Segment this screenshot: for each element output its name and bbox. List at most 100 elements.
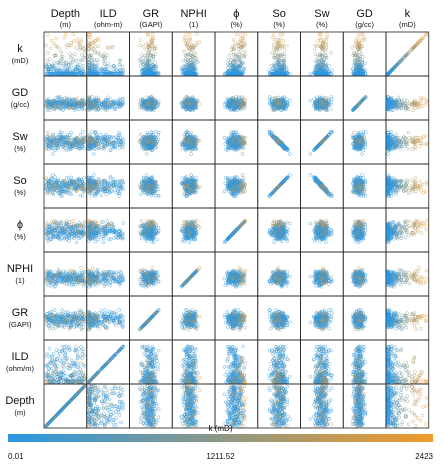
scatter-point	[68, 60, 73, 65]
column-headers: Depth (m) ILD (ohm-m) GR (GAPI) NPHI (1)…	[51, 8, 417, 29]
scatter-point	[138, 64, 143, 68]
scatter-point	[153, 52, 158, 56]
scatter-point	[65, 67, 70, 72]
scatter-point	[54, 63, 59, 68]
scatter-point	[57, 47, 61, 51]
scatter-point	[69, 41, 73, 45]
scatter-point	[62, 35, 67, 40]
scatter-point	[58, 68, 62, 72]
scatter-point	[313, 47, 317, 52]
scatter-point	[138, 43, 142, 48]
scatter-point	[65, 45, 69, 49]
row-header-sw: Sw	[12, 131, 27, 143]
scatter-point	[71, 32, 75, 37]
scatter-point	[78, 47, 82, 52]
scatter-point	[78, 133, 83, 137]
scatter-point	[96, 44, 101, 48]
col-unit-so: (%)	[273, 20, 285, 29]
scatter-point	[57, 62, 62, 66]
scatter-point	[46, 130, 50, 135]
scatter-point	[52, 41, 56, 46]
row-unit-nphi: (1)	[15, 276, 25, 285]
scatter-point	[46, 51, 50, 55]
scatter-point	[60, 57, 64, 61]
scatter-point	[118, 58, 123, 62]
scatter-point	[272, 43, 276, 47]
scatter-point	[360, 38, 365, 42]
scatter-point	[60, 130, 64, 135]
panel-GD-vs-GD	[342, 75, 387, 121]
scatter-point	[327, 64, 331, 68]
scatter-point	[285, 43, 289, 48]
col-header-ild: ILD	[100, 8, 117, 20]
scatter-point	[70, 54, 74, 58]
scatter-point	[312, 97, 316, 101]
scatter-point	[80, 68, 85, 73]
panel-k-vs-GD	[342, 31, 387, 77]
panel-k-vs-Sw	[300, 31, 344, 77]
scatter-point	[351, 46, 355, 50]
scatter-point	[45, 71, 49, 76]
scatter-point	[52, 60, 56, 65]
panel-k-vs-k	[385, 31, 430, 77]
panel-GD-vs-GR	[129, 75, 173, 121]
scatter-point	[80, 53, 84, 57]
panel-Sw-vs-ILD	[86, 119, 130, 165]
scatter-point	[64, 60, 68, 65]
row-headers: k (mD) GD (g/cc) Sw (%) So (%) ϕ (%) NPH…	[5, 43, 34, 417]
row-unit-depth: (m)	[14, 408, 26, 417]
row-unit-ild: (ohm/m)	[6, 364, 34, 373]
scatter-point	[60, 54, 65, 59]
scatter-point	[239, 33, 243, 37]
scatter-point	[234, 32, 239, 37]
scatter-point	[44, 43, 48, 48]
col-header-nphi: NPHI	[180, 8, 206, 20]
col-header-depth: Depth	[51, 8, 80, 20]
scatter-point	[49, 38, 54, 43]
scatter-point	[54, 36, 58, 41]
scatter-point	[141, 55, 146, 60]
col-unit-gr: (GAPI)	[139, 20, 162, 29]
scatter-point	[82, 55, 87, 60]
scatter-point	[92, 152, 96, 156]
scatter-point	[63, 32, 68, 37]
scatter-point	[138, 38, 143, 42]
col-unit-sw: (%)	[316, 20, 328, 29]
scatter-point	[95, 60, 100, 64]
scatter-point	[83, 53, 87, 58]
scatter-point	[48, 46, 53, 50]
scatter-point	[48, 57, 52, 61]
row-unit-gd: (g/cc)	[11, 100, 30, 109]
scatter-point	[313, 52, 318, 56]
scatter-point	[117, 130, 121, 135]
scatter-point	[120, 64, 125, 69]
scatter-point	[82, 47, 86, 52]
scatter-point	[75, 38, 80, 42]
scatter-point	[100, 68, 104, 73]
scatter-point	[73, 52, 77, 56]
scatter-point	[411, 108, 415, 112]
scatter-point	[54, 44, 58, 48]
scatter-point	[308, 98, 313, 103]
scatter-point	[150, 44, 155, 48]
panel-frame	[214, 75, 259, 121]
scatter-point	[182, 49, 186, 54]
scatter-point	[75, 96, 80, 100]
scatter-point	[313, 43, 318, 48]
scatter-point	[316, 39, 320, 43]
scatter-point	[112, 107, 117, 112]
scatter-point	[105, 53, 110, 57]
panel-k-vs-NPHI	[171, 31, 216, 77]
scatter-point	[424, 98, 429, 102]
scatter-point	[51, 152, 55, 156]
col-header-gd: GD	[356, 8, 373, 20]
scatter-point	[74, 46, 78, 50]
row-unit-phi: (%)	[14, 232, 26, 241]
scatter-point	[363, 61, 368, 66]
row-header-so: So	[13, 175, 26, 187]
scatter-point	[187, 32, 192, 37]
scatter-point	[90, 62, 95, 66]
scatter-point	[67, 67, 72, 71]
scatter-point	[69, 43, 73, 48]
